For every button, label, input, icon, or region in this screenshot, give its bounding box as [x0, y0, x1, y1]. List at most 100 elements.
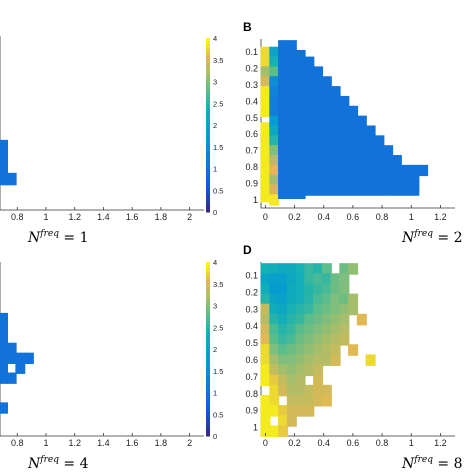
- panel-3-heatmap-cell-34: [295, 293, 306, 306]
- panel-3-heatmap-cell-106: [286, 364, 297, 377]
- panel-1-heatmap-cell-183: [418, 164, 429, 177]
- panel-1-heatmap-cell-53: [286, 99, 297, 111]
- panel-3-heatmap-cell-16: [313, 273, 324, 285]
- panel-0-heatmap-cell-3: [0, 172, 9, 186]
- panel-1-heatmap-cell-26: [269, 155, 280, 167]
- panel-1-heatmap-cell-49: [286, 59, 297, 72]
- panel-1-x-tick-label-1: 0.2: [288, 212, 301, 222]
- panel-1-heatmap-cell-82: [304, 95, 315, 108]
- panel-1-heatmap-cell-118: [330, 95, 341, 108]
- panel-2-colorbar-tick-7: 3.5: [213, 280, 223, 289]
- panel-0-colorbar-tick-5: 2.5: [213, 99, 223, 108]
- panel-3-heatmap-cell-66: [286, 324, 297, 336]
- panel-1-heatmap-cell-93: [313, 76, 324, 88]
- panel-1-heatmap-cell-111: [321, 135, 332, 147]
- panel-0-colorbar-segment-20: [206, 151, 210, 155]
- panel-3-heatmap-cell-102: [365, 354, 376, 366]
- panel-3-heatmap-cell-70: [321, 324, 332, 336]
- panel-3-heatmap-cell-86: [286, 344, 297, 356]
- panel-1-heatmap-cell-41: [278, 138, 289, 150]
- panel-3-heatmap-cell-65: [278, 324, 289, 336]
- panel-3-heatmap-cell-110: [260, 374, 271, 387]
- panel-0-xlabel: Nfreq = 1: [27, 229, 89, 246]
- panel-2-colorbar-segment-55: [206, 273, 210, 277]
- panel-2-colorbar-segment-36: [206, 328, 210, 333]
- panel-1-heatmap-cell-166: [374, 174, 385, 186]
- panel-1-heatmap-cell-10: [260, 151, 271, 163]
- panel-0-colorbar-segment-19: [206, 154, 210, 158]
- panel-3-y-tick-label-1: 0.2: [245, 287, 258, 297]
- panel-1-heatmap-cell-6: [260, 105, 271, 118]
- panel-3-heatmap-cell-114: [295, 374, 306, 387]
- panel-3-heatmap-cell-80: [321, 334, 332, 346]
- panel-1-y-tick-label-0: 0.1: [245, 47, 258, 57]
- panel-3-y-tick-label-8: 0.9: [245, 406, 258, 416]
- panel-1-heatmap-cell-162: [374, 135, 385, 147]
- panel-3-heatmap-cell-96: [286, 354, 297, 366]
- panel-0-x-tick-label-0: 0.8: [11, 212, 24, 222]
- panel-3-heatmap-cell-83: [260, 344, 271, 356]
- panel-3-heatmap-cell-49: [330, 303, 341, 316]
- panel-1-heatmap-cell-52: [286, 89, 297, 101]
- panel-1-heatmap-cell-90: [304, 174, 315, 186]
- panel-2-heatmap-cell-9: [0, 362, 9, 374]
- panel-2-heatmap-cell-13: [0, 402, 9, 414]
- panel-1-heatmap-cell-36: [278, 89, 289, 101]
- panel-3-heatmap-cell-27: [321, 283, 332, 295]
- panel-0-colorbar-tick-3: 1.5: [213, 143, 223, 152]
- panel-1-y-tick-label-1: 0.2: [245, 64, 258, 74]
- panel-2-colorbar-segment-50: [206, 288, 210, 292]
- panel-1-y-tick-label-2: 0.3: [245, 80, 258, 90]
- panel-1-heatmap-cell-87: [304, 145, 315, 157]
- panel-3-heatmap-cell-128: [313, 394, 324, 407]
- panel-1-heatmap-cell-142: [348, 145, 359, 157]
- panel-3-heatmap-cell-21: [269, 283, 280, 295]
- panel-0-colorbar-tick-2: 1: [213, 165, 217, 174]
- panel-0-colorbar-segment-18: [206, 156, 210, 161]
- panel-3-x-tick-label-5: 1: [409, 438, 414, 448]
- panel-1-heatmap-cell-57: [286, 138, 297, 150]
- panel-2-colorbar-segment-25: [206, 360, 210, 364]
- panel-3-heatmap-cell-11: [269, 273, 280, 285]
- panel-3-heatmap-cell-53: [269, 313, 280, 326]
- panel-0-colorbar-segment-56: [206, 46, 210, 51]
- panel-1-heatmap-cell-144: [348, 164, 359, 177]
- panel-2-x-tick-label-5: 1.8: [155, 438, 168, 448]
- panel-1-heatmap-cell-154: [356, 184, 367, 196]
- panel-3-heatmap-cell-44: [286, 303, 297, 316]
- panel-2-colorbar-segment-31: [206, 343, 210, 347]
- panel-3-y-tick-label-9: 1: [253, 423, 258, 433]
- panel-3-heatmap-cell-74: [269, 334, 280, 346]
- panel-1-heatmap-cell-67: [295, 89, 306, 101]
- panel-2-colorbar-segment-18: [206, 380, 210, 385]
- panel-1-heatmap-cell-15: [269, 46, 280, 58]
- panel-2-colorbar-segment-54: [206, 276, 210, 280]
- panel-1-heatmap-cell-0: [260, 46, 271, 58]
- panel-2-colorbar-segment-57: [206, 267, 210, 272]
- panel-3-heatmap-cell-52: [260, 313, 271, 326]
- panel-0-colorbar-segment-7: [206, 188, 210, 193]
- panel-2-heatmap-cell-6: [6, 352, 17, 364]
- panel-0-colorbar-segment-57: [206, 43, 210, 48]
- panel-1-heatmap-cell-100: [313, 145, 324, 157]
- panel-1-heatmap-cell-114: [321, 164, 332, 177]
- panel-2-colorbar-segment-32: [206, 340, 210, 344]
- panel-2-x-tick-label-2: 1.2: [68, 438, 81, 448]
- panel-1-y-tick-label-3: 0.4: [245, 96, 258, 106]
- panel-0-colorbar-segment-13: [206, 171, 210, 175]
- panel-0-colorbar-segment-9: [206, 183, 210, 187]
- panel-2-colorbar-segment-52: [206, 282, 210, 286]
- panel-1-heatmap-cell-8: [260, 132, 271, 144]
- panel-1-heatmap-cell-169: [383, 155, 394, 167]
- panel-1-heatmap-cell-181: [409, 174, 420, 186]
- panel-3-heatmap-cell-30: [260, 293, 271, 306]
- panel-3-heatmap-cell-134: [295, 405, 306, 417]
- panel-1-heatmap-cell-54: [286, 109, 297, 121]
- panel-0-colorbar-segment-32: [206, 116, 210, 120]
- panel-0-colorbar-segment-21: [206, 148, 210, 152]
- panel-0-colorbar-segment-2: [206, 203, 210, 207]
- panel-1-heatmap-cell-134: [339, 155, 350, 167]
- panel-3-heatmap-cell-95: [278, 354, 289, 366]
- panel-3-heatmap-cell-75: [278, 334, 289, 346]
- panel-1-heatmap-cell-63: [295, 49, 306, 62]
